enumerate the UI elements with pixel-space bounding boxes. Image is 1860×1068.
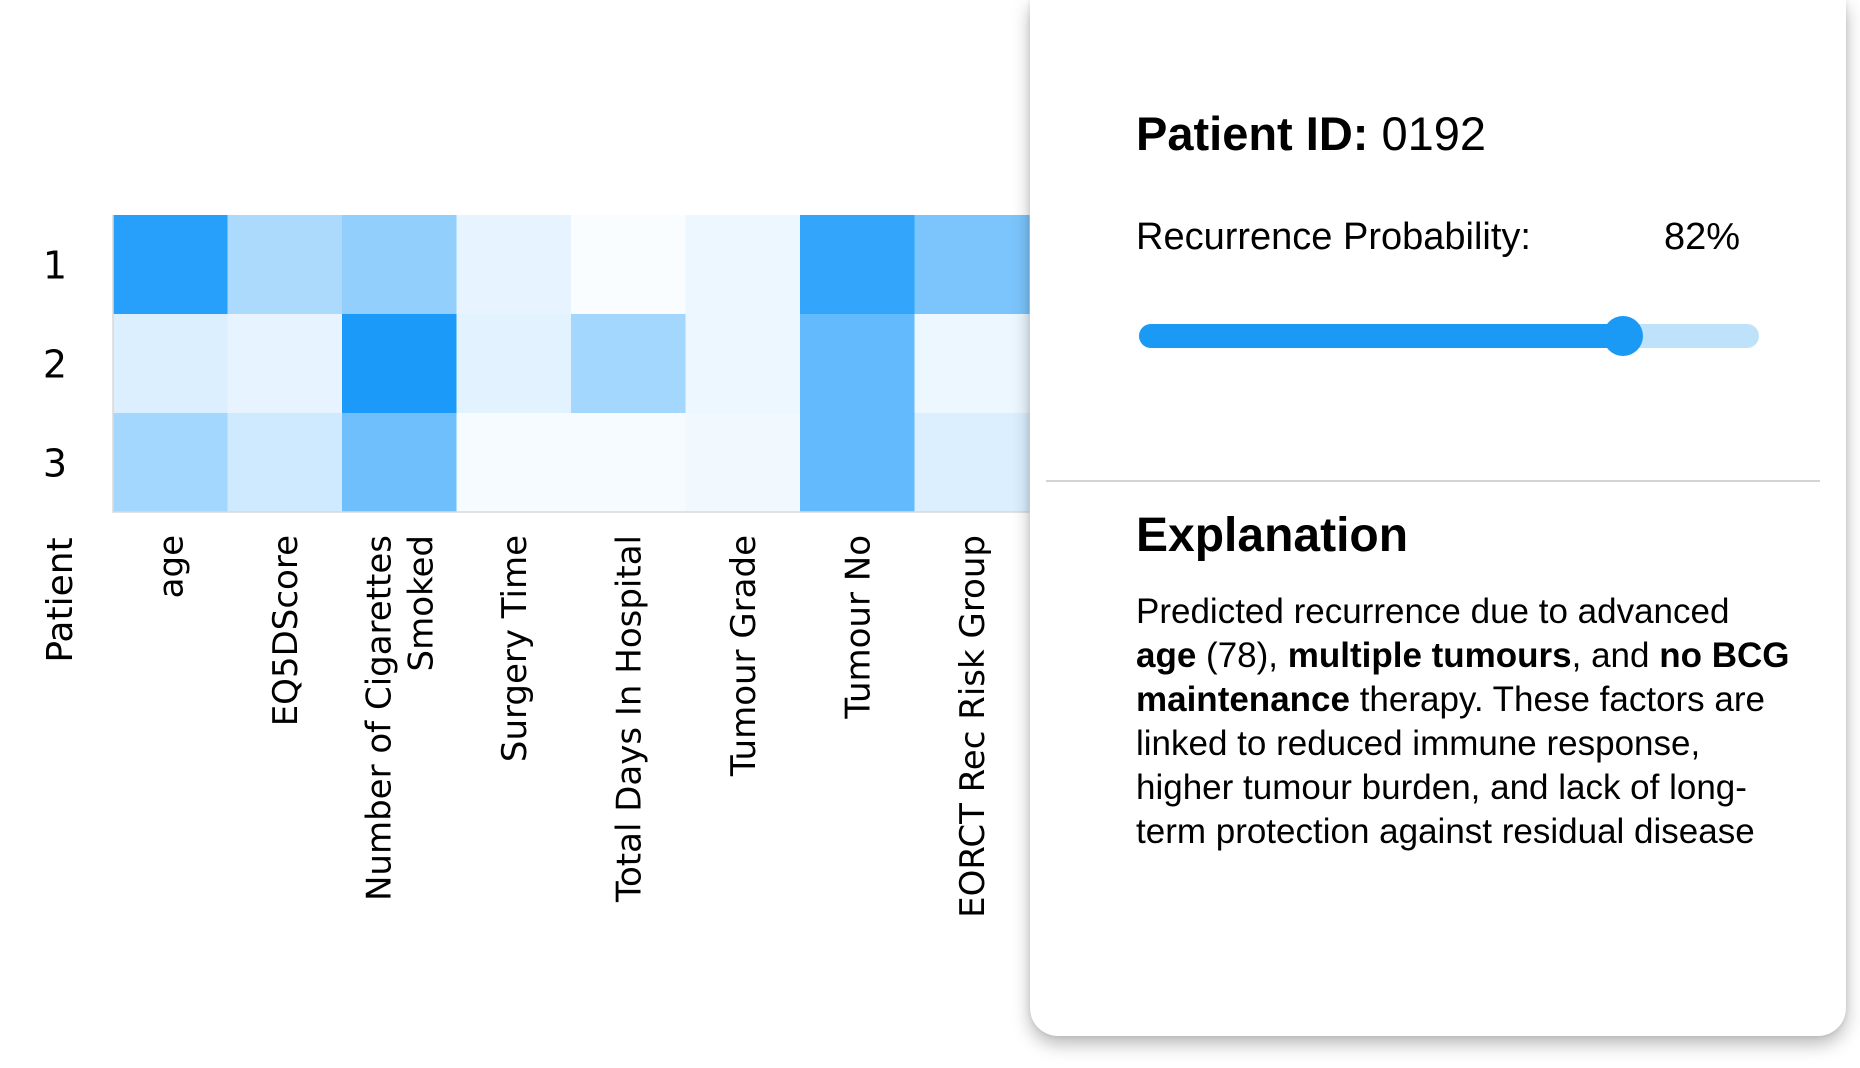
heatmap-chart: 1 2 3 age EQ5DScore Number of Cigarettes Smok… [40, 215, 1030, 918]
patient-id-label: Patient ID: [1136, 107, 1369, 160]
explanation-emphasis-bcg: no BCG maintenance [1136, 636, 1790, 719]
heatmap-border [112, 215, 1029, 513]
heatmap-cell [227, 413, 343, 513]
heatmap-cell [685, 413, 801, 513]
recurrence-probability-value: 82% [1664, 216, 1741, 258]
column-label: EQ5DScore [266, 535, 306, 726]
column-label: age [151, 535, 191, 598]
heatmap-cell [227, 215, 343, 315]
row-label: 1 [43, 244, 67, 288]
explanation-text: Predicted recurrence due to advanced age… [1136, 590, 1796, 854]
explanation-text-part: Predicted recurrence due to advanced [1136, 592, 1730, 631]
heatmap-cell [571, 314, 686, 414]
explanation-emphasis-age: age [1136, 636, 1197, 675]
heatmap-cell [342, 314, 457, 414]
recurrence-probability-label: Recurrence Probability: [1136, 216, 1531, 258]
column-label: Tumour No [838, 535, 878, 720]
heatmap-cell [342, 413, 457, 513]
heatmap-cell [800, 413, 915, 513]
column-label: Surgery Time [495, 535, 535, 762]
explanation-text-part: therapy. These factors are linked to red… [1136, 680, 1765, 851]
heatmap-cell [113, 314, 228, 414]
heatmap-cell [342, 215, 457, 315]
heatmap-cells [112, 215, 1030, 513]
heatmap-cell [227, 314, 343, 414]
explanation-text-part: (78), [1196, 636, 1288, 675]
slider-fill [1139, 324, 1623, 348]
patient-detail-card: Patient ID: 0192 Recurrence Probability:… [1030, 0, 1846, 1036]
explanation-emphasis-tumours: multiple tumours [1287, 636, 1572, 675]
heatmap-cell [914, 215, 1030, 315]
patient-id: Patient ID: 0192 [1136, 110, 1486, 157]
heatmap-cell [571, 413, 686, 513]
heatmap-cell [800, 314, 915, 414]
slider-thumb[interactable] [1602, 316, 1643, 356]
column-label: Tumour Grade [724, 535, 764, 777]
heatmap-cell [685, 215, 801, 315]
heatmap-cell [456, 413, 572, 513]
column-label: Total Days In Hospital [609, 535, 649, 903]
explanation-title: Explanation [1136, 509, 1409, 562]
column-label: EORCT Rec Risk Group [953, 535, 993, 918]
row-label: 2 [43, 343, 67, 387]
row-label: 3 [43, 442, 67, 486]
column-label: Number of Cigarettes [359, 535, 399, 901]
recurrence-probability-slider[interactable] [1139, 316, 1759, 356]
heatmap-cell [571, 215, 686, 315]
heatmap-cell [914, 314, 1030, 414]
column-labels: age EQ5DScore Number of Cigarettes Smoked Su… [151, 535, 993, 918]
row-labels: 1 2 3 [43, 244, 67, 486]
heatmap-cell [456, 215, 572, 315]
heatmap-cell [800, 215, 915, 315]
column-label: Smoked [401, 535, 441, 671]
heatmap-cell [113, 215, 228, 315]
heatmap-cell [456, 314, 572, 414]
heatmap-cell [113, 413, 228, 513]
explanation-text-part: , and [1571, 636, 1660, 675]
divider [1046, 480, 1820, 482]
y-axis-label: Patient [40, 537, 81, 662]
heatmap-cell [685, 314, 801, 414]
patient-id-value: 0192 [1381, 107, 1487, 160]
heatmap-cell [914, 413, 1030, 513]
